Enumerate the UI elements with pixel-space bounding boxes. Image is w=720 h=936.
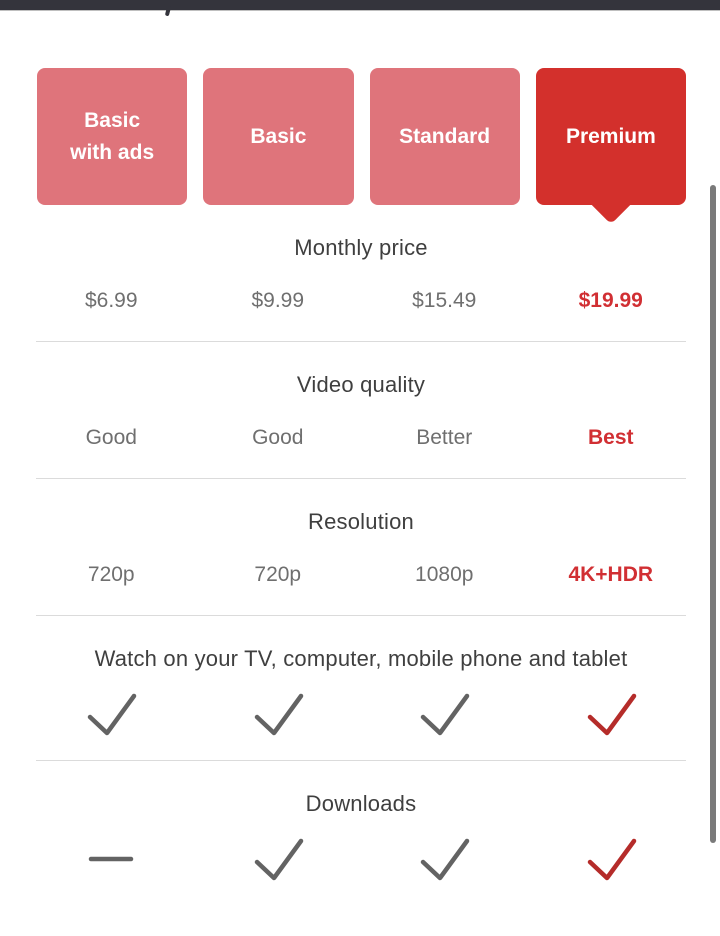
feature-values-row: $6.99 $9.99 $15.49 $19.99 [36, 287, 686, 315]
feature-value: $6.99 [84, 289, 138, 312]
feature-heading: Monthly price [294, 235, 428, 260]
plan-card-basic[interactable]: Basic [203, 68, 354, 205]
feature-values-row: 720p 720p 1080p 4K+HDR [36, 561, 686, 589]
check-icon [369, 688, 520, 740]
plan-label: Premium [565, 124, 656, 148]
feature-table: Monthly price $6.99 $9.99 $15.49 $19.99 Video… [0, 235, 720, 885]
feature-values-row: Good Good Better Best [36, 424, 686, 452]
section-divider [36, 478, 686, 479]
feature-section-downloads: Downloads [0, 791, 720, 885]
feature-heading: Resolution [308, 509, 414, 534]
feature-section-monthly-price: Monthly price $6.99 $9.99 $15.49 $19.99 [0, 235, 720, 342]
plan-label: Basic [250, 124, 307, 148]
check-icon [536, 833, 687, 885]
feature-value: 4K+HDR [568, 563, 654, 586]
check-icon [369, 833, 520, 885]
check-icon [36, 688, 187, 740]
top-app-bar [0, 0, 720, 17]
dash-icon [36, 833, 187, 885]
section-divider [36, 760, 686, 761]
feature-values-row [36, 833, 686, 885]
plan-card-premium[interactable]: Premium [535, 68, 686, 225]
feature-value: 720p [254, 563, 302, 586]
plan-selector-row: Basic with ads Basic Standard Premium [37, 68, 686, 225]
plan-card-basic-with-ads[interactable]: Basic with ads [37, 68, 188, 205]
feature-value: $15.49 [412, 289, 477, 312]
section-divider [36, 615, 686, 616]
feature-values-row [36, 688, 686, 740]
scrollbar-thumb[interactable] [710, 185, 716, 843]
feature-value: Better [416, 426, 473, 449]
feature-section-video-quality: Video quality Good Good Better Best [0, 372, 720, 479]
selected-plan-pointer-icon [589, 181, 633, 225]
feature-value: Best [587, 426, 634, 449]
feature-heading: Downloads [305, 791, 417, 816]
feature-value: Good [252, 426, 304, 449]
feature-value: 1080p [415, 563, 474, 586]
section-divider [36, 341, 686, 342]
check-icon [536, 688, 687, 740]
plan-card-standard[interactable]: Standard [369, 68, 520, 205]
feature-section-resolution: Resolution 720p 720p 1080p 4K+HDR [0, 509, 720, 616]
feature-heading: Watch on your TV, computer, mobile phone… [94, 646, 628, 671]
feature-value: $9.99 [251, 289, 305, 312]
plan-label: Basic with ads [70, 108, 155, 164]
feature-value: 720p [87, 563, 135, 586]
feature-heading: Video quality [296, 372, 426, 397]
plan-label: Standard [399, 124, 491, 148]
check-icon [203, 833, 354, 885]
feature-value: Good [85, 426, 137, 449]
cropped-text-mark [164, 5, 172, 17]
feature-section-devices: Watch on your TV, computer, mobile phone… [0, 646, 720, 761]
check-icon [203, 688, 354, 740]
feature-value: $19.99 [578, 289, 643, 312]
